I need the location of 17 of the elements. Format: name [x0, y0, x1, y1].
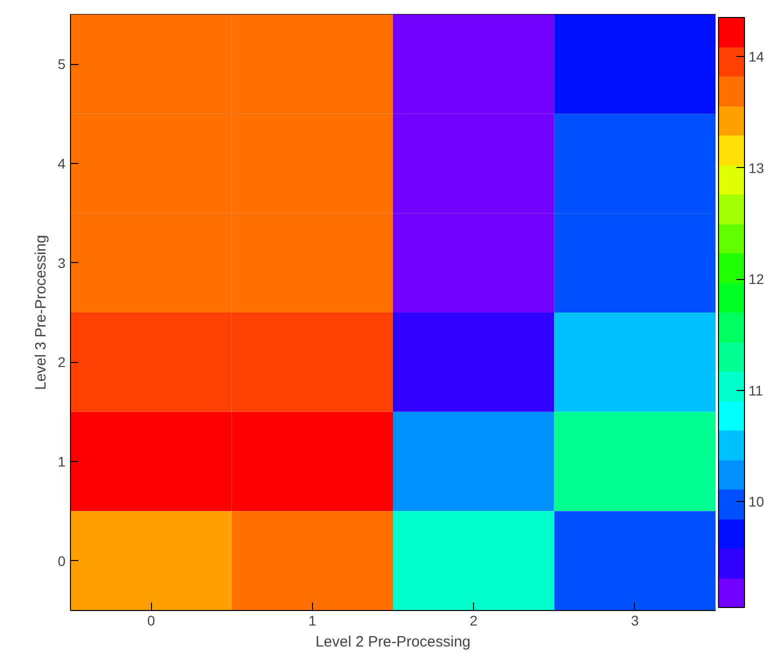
y-tick-label: 4 — [58, 156, 66, 172]
y-tick-label: 5 — [58, 56, 66, 72]
y-tick-label: 3 — [58, 254, 66, 271]
y-tick-label: 0 — [58, 552, 66, 569]
color-bar-label: 11 — [748, 382, 764, 398]
x-tick-label: 2 — [470, 612, 478, 628]
color-bar-label: 14 — [748, 48, 764, 64]
x-axis-title: Level 2 Pre-Processing — [315, 634, 471, 650]
y-axis-title: Level 3 Pre-Processing — [32, 234, 50, 390]
color-bar-label: 12 — [748, 271, 764, 288]
x-tick-label: 1 — [308, 612, 316, 628]
color-bar-label: 10 — [748, 494, 764, 510]
color-bar-label: 13 — [748, 160, 764, 176]
y-tick-label: 2 — [58, 354, 66, 370]
x-tick-label: 0 — [147, 612, 156, 628]
x-tick-label: 3 — [630, 612, 639, 628]
y-tick-label: 1 — [58, 454, 66, 470]
